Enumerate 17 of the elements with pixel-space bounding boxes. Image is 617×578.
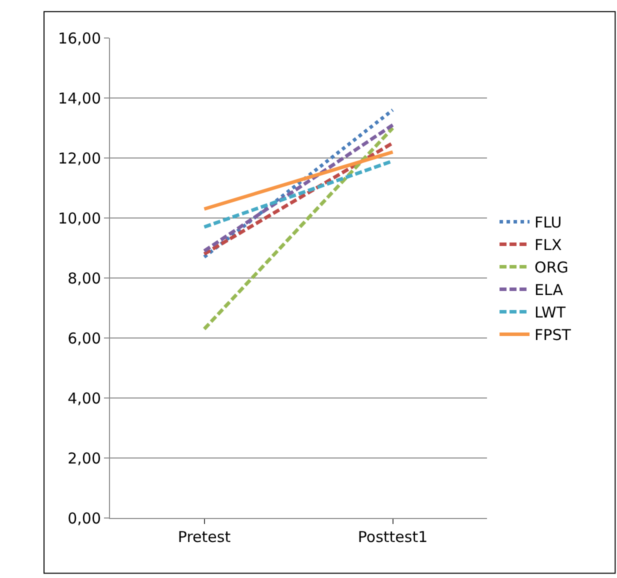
legend-label: FPST — [534, 326, 572, 344]
y-tick-label: 12,00 — [58, 149, 101, 168]
y-tick-label: 8,00 — [68, 269, 101, 288]
legend-label: FLX — [534, 236, 562, 254]
x-tick-label: Pretest — [178, 528, 231, 546]
y-tick-label: 0,00 — [68, 509, 101, 528]
legend-label: FLU — [534, 214, 562, 232]
y-tick-label: 10,00 — [58, 209, 101, 228]
y-tick-label: 14,00 — [58, 89, 101, 108]
legend-label: LWT — [534, 304, 566, 322]
y-tick-label: 16,00 — [58, 29, 101, 48]
legend-label: ORG — [534, 258, 568, 277]
y-tick-label: 4,00 — [68, 389, 101, 408]
y-tick-label: 6,00 — [68, 329, 101, 348]
y-tick-label: 2,00 — [68, 449, 101, 468]
legend-label: ELA — [534, 281, 564, 300]
x-tick-label: Posttest1 — [358, 528, 428, 546]
